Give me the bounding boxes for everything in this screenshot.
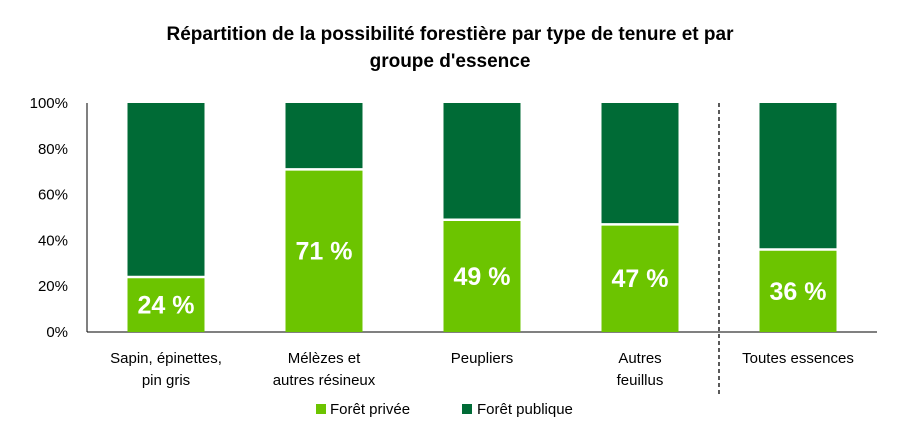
data-label: 24 %: [138, 292, 195, 320]
y-tick-label: 60%: [38, 187, 68, 204]
y-tick-label: 40%: [38, 232, 68, 249]
legend-label-foret-publique: Forêt publique: [477, 401, 573, 418]
data-label: 49 %: [454, 263, 511, 291]
x-category-label: Mélèzes et: [288, 350, 361, 367]
y-tick-label: 100%: [30, 95, 68, 112]
legend-swatch-foret-privee: [316, 404, 326, 414]
x-category-label: autres résineux: [273, 372, 376, 389]
bar-foret-privee: [285, 169, 363, 332]
bar-foret-publique: [601, 103, 679, 225]
y-tick-label: 80%: [38, 141, 68, 158]
data-label: 47 %: [612, 265, 669, 293]
y-tick-label: 0%: [46, 324, 68, 341]
x-category-label: Peupliers: [451, 350, 514, 367]
bar-foret-publique: [759, 103, 837, 250]
legend-swatch-foret-publique: [462, 404, 472, 414]
chart-title-line-1: Répartition de la possibilité forestière…: [167, 24, 735, 45]
bar-foret-privee: [127, 277, 205, 332]
x-category-label: Sapin, épinettes,: [110, 350, 222, 367]
bar-foret-publique: [127, 103, 205, 278]
bar-foret-publique: [285, 103, 363, 170]
x-category-label: feuillus: [617, 372, 664, 389]
plot-area: 0% 20% 40% 60% 80% 100% 24 % Sapin, épinettes, p…: [30, 95, 877, 396]
bar-foret-privee: [759, 249, 837, 332]
y-tick-label: 20%: [38, 278, 68, 295]
bar-foret-publique: [443, 103, 521, 220]
x-category-label: pin gris: [142, 372, 190, 389]
data-label: 36 %: [770, 278, 827, 306]
chart-title-line-2: groupe d'essence: [370, 51, 531, 72]
data-label: 71 %: [296, 238, 353, 266]
legend: Forêt privée Forêt publique: [316, 401, 573, 418]
x-category-label: Toutes essences: [742, 350, 854, 367]
x-category-label: Autres: [618, 350, 661, 367]
bar-foret-privee: [443, 219, 521, 332]
legend-label-foret-privee: Forêt privée: [330, 401, 410, 418]
bar-foret-privee: [601, 224, 679, 332]
